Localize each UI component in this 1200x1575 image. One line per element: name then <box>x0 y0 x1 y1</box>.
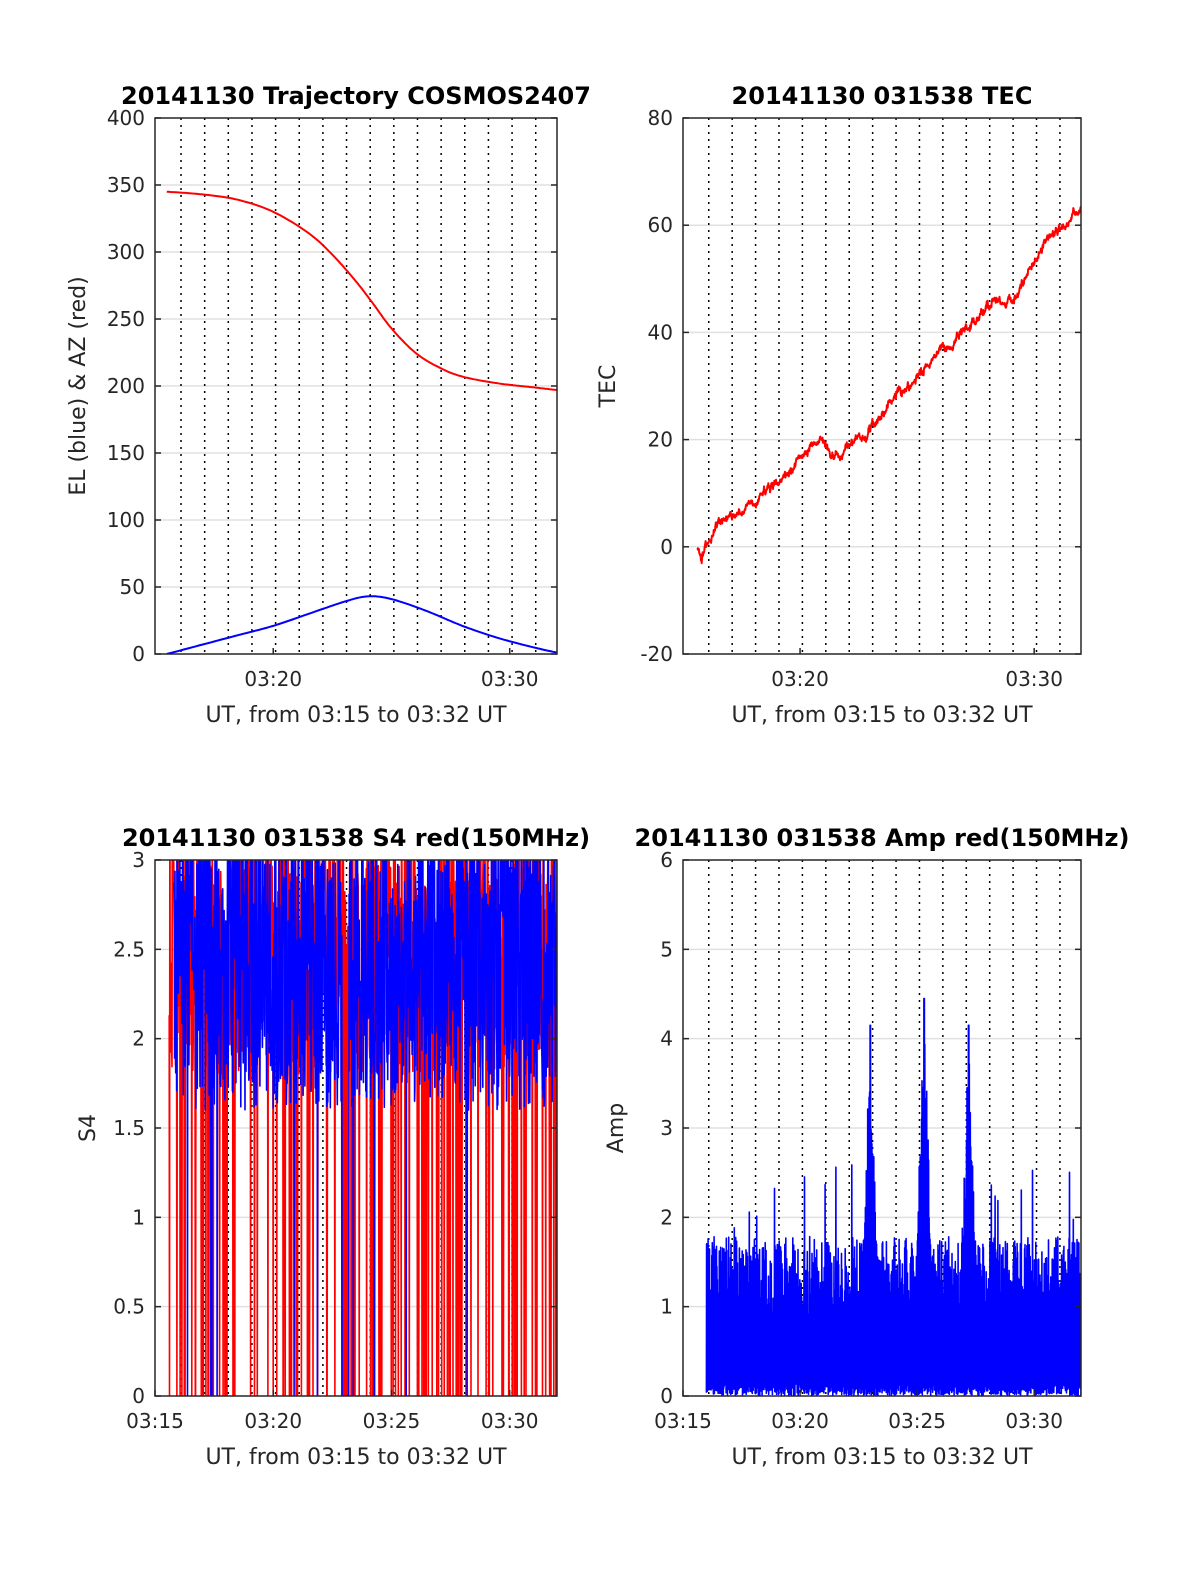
series-line-2 <box>173 860 557 1396</box>
y-tick-label: 60 <box>648 213 673 237</box>
x-tick-label: 03:30 <box>481 1409 539 1433</box>
x-tick-label: 03:30 <box>1005 667 1063 691</box>
y-tick-label: 0 <box>132 1384 145 1408</box>
axes-frame <box>682 117 1082 655</box>
panel-s4: 0 0.5 1 1.5 2 2.5 3 03:15 03:20 03:25 03:30 2014113… <box>76 824 590 1470</box>
x-axis-label: UT, from 03:15 to 03:32 UT <box>731 1445 1033 1470</box>
chart-title: 20141130 031538 Amp red(150MHz) <box>635 824 1130 852</box>
series-line-1 <box>705 997 1081 1396</box>
x-tick-label: 03:20 <box>244 667 302 691</box>
y-axis-label: S4 <box>76 1114 101 1142</box>
panel-tec: -20 0 20 40 60 80 03:20 03:30 20141130 031538 TE… <box>596 82 1082 728</box>
y-tick-label: 200 <box>107 374 145 398</box>
x-axis-label: UT, from 03:15 to 03:32 UT <box>205 703 507 728</box>
y-tick-label: 5 <box>660 937 673 961</box>
x-tick-label: 03:25 <box>363 1409 421 1433</box>
y-tick-label: 300 <box>107 240 145 264</box>
x-tick-label: 03:20 <box>771 1409 829 1433</box>
x-tick-label: 03:25 <box>888 1409 946 1433</box>
x-tick-label: 03:20 <box>244 1409 302 1433</box>
y-axis-label: Amp <box>604 1103 629 1153</box>
series-line-1 <box>696 206 1081 565</box>
y-tick-label: 40 <box>648 320 673 344</box>
y-tick-label: 0 <box>132 642 145 666</box>
x-tick-label: 03:15 <box>654 1409 712 1433</box>
y-tick-label: 2 <box>132 1027 145 1051</box>
y-tick-label: 350 <box>107 173 145 197</box>
plot-area <box>166 190 557 654</box>
y-tick-label: 2 <box>660 1205 673 1229</box>
plot-area <box>705 997 1081 1396</box>
y-tick-label: 6 <box>660 848 673 872</box>
x-tick-label: 03:15 <box>126 1409 184 1433</box>
x-tick-label: 03:20 <box>771 667 829 691</box>
y-tick-label: 0 <box>660 535 673 559</box>
y-tick-label: 80 <box>648 106 673 130</box>
y-tick-label: 0 <box>660 1384 673 1408</box>
y-tick-label: 100 <box>107 508 145 532</box>
plot-area <box>696 206 1081 565</box>
y-tick-label: 2.5 <box>113 937 145 961</box>
x-tick-label: 03:30 <box>1005 1409 1063 1433</box>
chart-title: 20141130 031538 TEC <box>732 82 1033 110</box>
series-line-2 <box>166 595 557 654</box>
y-tick-label: 1 <box>132 1205 145 1229</box>
y-tick-label: 150 <box>107 441 145 465</box>
y-tick-label: 3 <box>132 848 145 872</box>
y-tick-label: 50 <box>120 575 145 599</box>
y-tick-label: 1 <box>660 1295 673 1319</box>
chart-title: 20141130 Trajectory COSMOS2407 <box>121 82 591 110</box>
y-tick-label: 20 <box>648 428 673 452</box>
y-tick-label: 400 <box>107 106 145 130</box>
y-axis-label: TEC <box>596 365 621 409</box>
y-tick-label: 250 <box>107 307 145 331</box>
y-tick-label: 4 <box>660 1027 673 1051</box>
plot-area <box>168 860 557 1396</box>
x-axis-label: UT, from 03:15 to 03:32 UT <box>731 703 1033 728</box>
y-tick-label: -20 <box>640 642 673 666</box>
x-tick-label: 03:30 <box>481 667 539 691</box>
chart-title: 20141130 031538 S4 red(150MHz) <box>122 824 590 852</box>
y-axis-label: EL (blue) & AZ (red) <box>66 276 91 495</box>
y-tick-label: 3 <box>660 1116 673 1140</box>
x-axis-label: UT, from 03:15 to 03:32 UT <box>205 1445 507 1470</box>
y-tick-label: 1.5 <box>113 1116 145 1140</box>
y-tick-label: 0.5 <box>113 1295 145 1319</box>
panel-traj: 0 50 100 150 200 250 300 350 400 03:20 03:30 201411… <box>66 82 591 728</box>
series-line-1 <box>166 190 557 391</box>
panel-amp: 0 1 2 3 4 5 6 03:15 03:20 03:25 03:30 20141130 0315… <box>604 824 1129 1470</box>
